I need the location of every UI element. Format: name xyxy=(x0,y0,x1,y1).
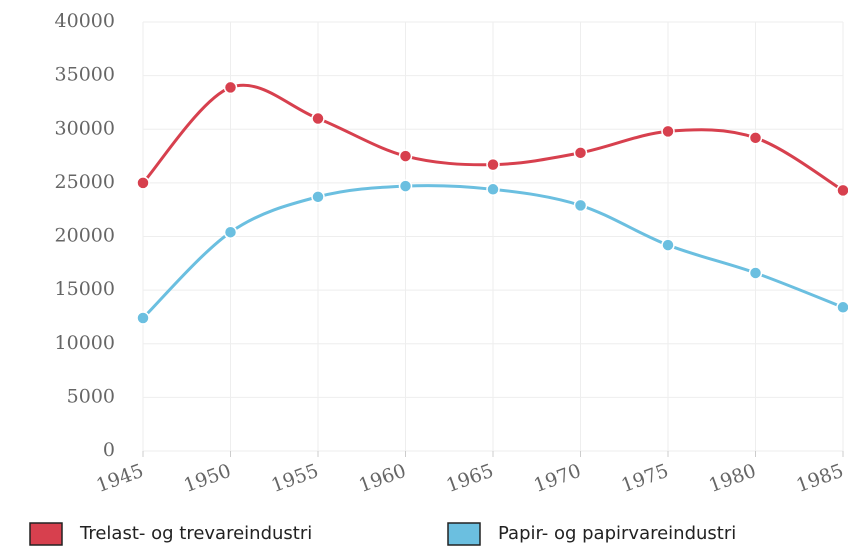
data-point xyxy=(398,179,413,193)
y-tick-label: 15000 xyxy=(55,278,115,300)
x-tick-label: 1980 xyxy=(706,460,759,497)
data-point xyxy=(661,238,675,252)
x-tick-label: 1950 xyxy=(181,460,234,497)
data-point xyxy=(136,311,150,325)
data-point xyxy=(136,176,150,190)
legend-label: Trelast- og trevareindustri xyxy=(79,523,312,544)
data-point xyxy=(311,190,325,204)
legend-label: Papir- og papirvareindustri xyxy=(498,523,736,544)
legend-swatch xyxy=(447,522,481,546)
data-point xyxy=(748,266,763,280)
x-tick-label: 1985 xyxy=(793,460,846,497)
y-tick-label: 5000 xyxy=(67,385,115,407)
x-tick-label: 1970 xyxy=(531,460,584,497)
data-point xyxy=(836,183,848,198)
y-tick-label: 25000 xyxy=(55,171,115,193)
data-point xyxy=(486,157,500,172)
data-point xyxy=(573,198,588,213)
x-tick-label: 1960 xyxy=(356,460,409,497)
legend-swatch xyxy=(29,522,63,546)
y-tick-label: 40000 xyxy=(55,10,115,32)
y-tick-label: 20000 xyxy=(55,225,115,247)
data-point xyxy=(311,111,325,126)
data-point xyxy=(748,131,763,145)
x-tick-label: 1965 xyxy=(443,460,496,497)
x-tick-label: 1955 xyxy=(268,460,321,497)
y-tick-label: 10000 xyxy=(55,332,115,354)
data-point xyxy=(836,300,848,315)
x-tick-label: 1975 xyxy=(618,460,671,497)
data-point xyxy=(486,182,500,197)
y-tick-label: 0 xyxy=(103,439,115,461)
x-tick-label: 1945 xyxy=(93,460,146,497)
data-point xyxy=(661,124,675,139)
data-point xyxy=(573,146,588,160)
y-tick-label: 35000 xyxy=(55,64,115,86)
data-point xyxy=(223,80,238,95)
data-point xyxy=(398,149,413,163)
y-tick-label: 30000 xyxy=(55,117,115,139)
data-point xyxy=(223,225,238,239)
